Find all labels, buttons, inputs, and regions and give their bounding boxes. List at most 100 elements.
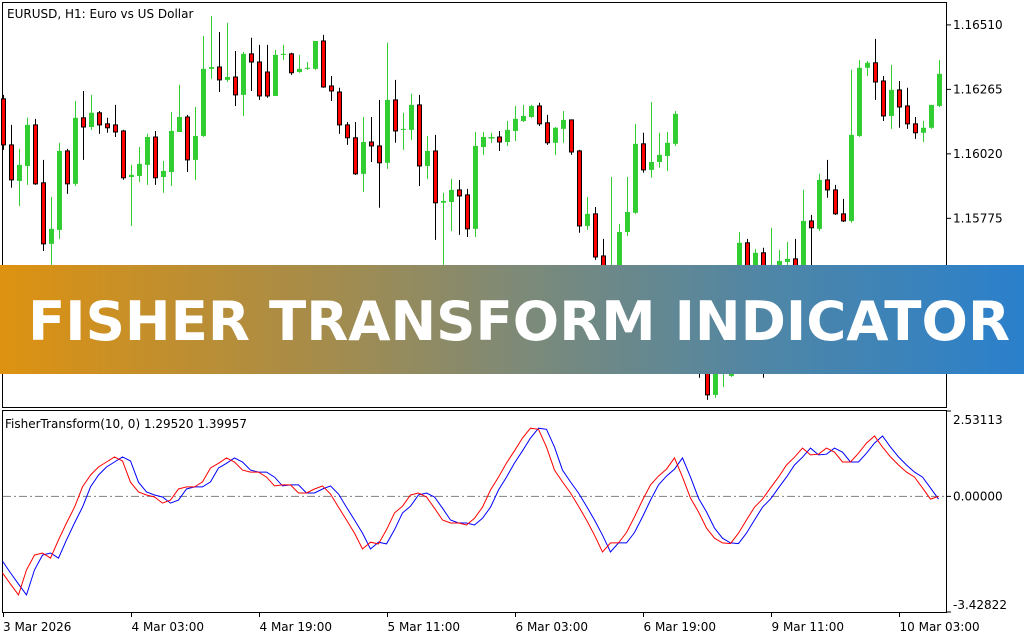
candle-body xyxy=(521,115,526,121)
candle-body xyxy=(41,182,46,245)
time-tick-label: 6 Mar 03:00 xyxy=(516,620,589,634)
fisher-signal-line xyxy=(2,427,939,596)
candle-bullish xyxy=(57,142,62,239)
candle-body xyxy=(553,127,558,143)
candle-bullish xyxy=(657,132,662,168)
candle-body xyxy=(649,162,654,170)
time-tick-label: 4 Mar 03:00 xyxy=(132,620,205,634)
candle-bullish xyxy=(313,40,318,70)
indicator-pane[interactable]: FisherTransform(10, 0) 1.29520 1.39957 xyxy=(2,410,947,613)
candle-bearish xyxy=(249,37,254,91)
candle-body xyxy=(825,179,830,191)
candle-bearish xyxy=(897,80,902,128)
candle-body xyxy=(281,53,286,55)
candle-bearish xyxy=(97,110,102,134)
candle-bullish xyxy=(513,105,518,141)
candle-bearish xyxy=(1,94,6,150)
candle-body xyxy=(833,189,838,215)
price-axis[interactable]: 1.16510 1.16265 1.16020 1.15775 xyxy=(946,2,1003,408)
candle-body xyxy=(361,142,366,174)
chart-title: EURUSD, H1: Euro vs US Dollar xyxy=(7,7,193,21)
candle-body xyxy=(137,163,142,176)
candle-body xyxy=(153,136,158,179)
candle-body xyxy=(937,73,942,106)
candle-bullish xyxy=(857,59,862,137)
candle-body xyxy=(881,80,886,117)
candle-bearish xyxy=(881,75,886,121)
candle-bullish xyxy=(273,49,278,96)
candle-bullish xyxy=(281,44,286,60)
candle-bearish xyxy=(369,117,374,162)
candle-body xyxy=(17,164,22,181)
candle-body xyxy=(113,124,118,133)
candle-body xyxy=(121,130,126,179)
time-tick-label: 6 Mar 19:00 xyxy=(644,620,717,634)
candle-bullish xyxy=(89,94,94,130)
candle-body xyxy=(713,369,718,395)
candle-body xyxy=(385,99,390,163)
candle-body xyxy=(657,154,662,162)
candle-bearish xyxy=(497,130,502,151)
candle-body xyxy=(841,213,846,222)
candle-body xyxy=(225,77,230,80)
candle-bearish xyxy=(9,124,14,188)
indicator-pane-frame xyxy=(2,410,947,613)
candle-bullish xyxy=(129,164,134,226)
candle-body xyxy=(497,136,502,143)
candle-body xyxy=(897,89,902,108)
candle-body xyxy=(569,119,574,153)
candle-body xyxy=(449,189,454,202)
candle-body xyxy=(1,98,6,146)
candle-body xyxy=(809,220,814,229)
candle-bullish xyxy=(17,148,22,206)
candle-body xyxy=(905,105,910,125)
candle-bullish xyxy=(553,127,558,155)
candle-bullish xyxy=(625,177,630,236)
candle-bullish xyxy=(561,110,566,143)
candle-bearish xyxy=(33,118,38,185)
candle-body xyxy=(273,54,278,96)
candle-bearish xyxy=(65,148,70,194)
indicator-title: FisherTransform(10, 0) 1.29520 1.39957 xyxy=(5,417,247,431)
candle-bullish xyxy=(673,110,678,146)
candle-bullish xyxy=(401,112,406,150)
candle-bearish xyxy=(233,50,238,106)
value-tick-label: 2.53113 xyxy=(953,413,1003,427)
candle-body xyxy=(97,112,102,126)
candle-bearish xyxy=(833,184,838,215)
candle-body xyxy=(673,113,678,144)
candle-body xyxy=(201,68,206,136)
candle-body xyxy=(921,127,926,133)
candle-body xyxy=(889,89,894,116)
candle-body xyxy=(81,117,86,128)
candle-bullish xyxy=(849,69,854,223)
candle-body xyxy=(73,117,78,184)
indicator-value-axis[interactable]: 2.53113 0.00000 -3.42822 xyxy=(947,410,1007,613)
candle-body xyxy=(185,116,190,161)
candle-bullish xyxy=(785,242,790,268)
time-tick-label: 10 Mar 03:00 xyxy=(900,620,980,634)
candle-bearish xyxy=(153,130,158,185)
candle-bullish xyxy=(409,93,414,140)
candle-body xyxy=(193,135,198,160)
candle-body xyxy=(353,137,358,175)
candle-bullish xyxy=(209,15,214,79)
candle-body xyxy=(177,117,182,132)
candle-bearish xyxy=(825,159,830,198)
candle-body xyxy=(25,124,30,166)
candle-bearish xyxy=(41,159,46,251)
candle-body xyxy=(161,170,166,177)
candle-bullish xyxy=(585,197,590,230)
candle-bearish xyxy=(537,102,542,126)
candle-body xyxy=(425,150,430,166)
candles-layer xyxy=(1,15,942,400)
time-tick-label: 5 Mar 11:00 xyxy=(388,620,461,634)
time-axis[interactable]: 3 Mar 2026 4 Mar 03:00 4 Mar 19:00 5 Mar 11… xyxy=(3,613,980,634)
candle-bearish xyxy=(393,79,398,143)
candle-body xyxy=(65,150,70,185)
price-tick-label: 1.16020 xyxy=(953,147,1003,161)
candle-bearish xyxy=(873,38,878,100)
candle-bearish xyxy=(593,207,598,260)
candle-body xyxy=(169,130,174,172)
candle-bearish xyxy=(905,87,910,129)
